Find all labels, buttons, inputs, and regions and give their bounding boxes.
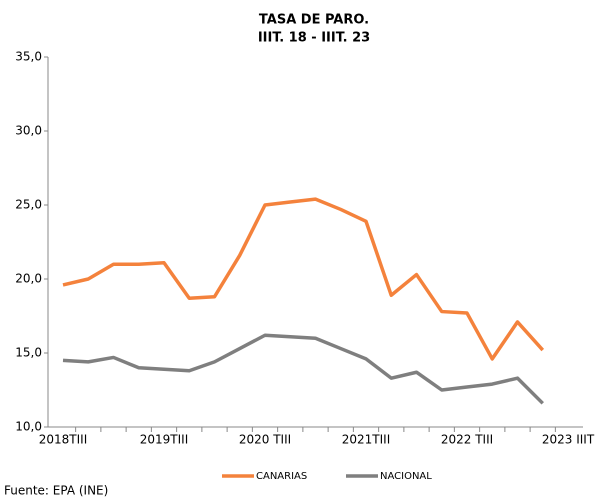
- x-tick-label: 2023 IIIT: [542, 433, 595, 447]
- x-tick-label: 2019TIII: [140, 433, 189, 447]
- y-tick-label: 25,0: [15, 198, 42, 212]
- chart-subtitle: IIIT. 18 - IIIT. 23: [258, 31, 370, 46]
- y-tick-label: 10,0: [15, 420, 42, 434]
- y-tick-label: 15,0: [15, 346, 42, 360]
- y-tick-label: 35,0: [15, 50, 42, 64]
- x-tick-label: 2021TIII: [342, 433, 391, 447]
- y-tick-label: 20,0: [15, 272, 42, 286]
- y-tick-label: 30,0: [15, 124, 42, 138]
- source: Fuente: EPA (INE): [4, 484, 108, 498]
- legend-label: NACIONAL: [380, 471, 432, 482]
- legend-label: CANARIAS: [256, 471, 307, 482]
- series-line: [62, 333, 544, 405]
- x-tick-label: 2018TIII: [39, 433, 88, 447]
- chart-title: TASA DE PARO.: [259, 13, 369, 28]
- x-tick-label: 2022 TIII: [441, 433, 493, 447]
- series-line: [62, 197, 545, 361]
- x-tick-label: 2020 TIII: [239, 433, 291, 447]
